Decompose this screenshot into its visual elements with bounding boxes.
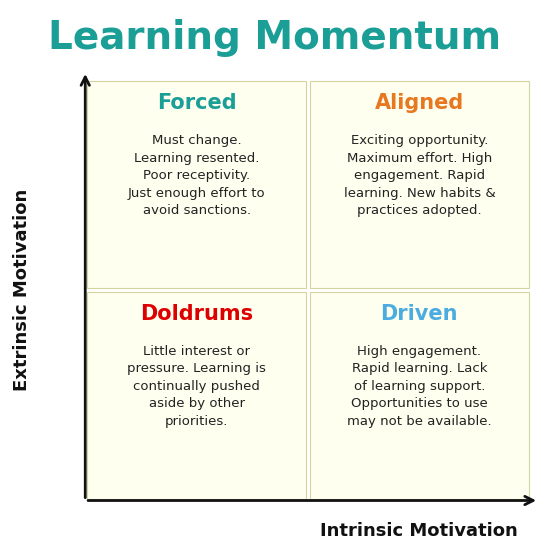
Text: Learning Momentum: Learning Momentum xyxy=(48,19,502,57)
Text: Aligned: Aligned xyxy=(375,93,464,113)
Text: High engagement.
Rapid learning. Lack
of learning support.
Opportunities to use
: High engagement. Rapid learning. Lack of… xyxy=(347,345,492,428)
FancyBboxPatch shape xyxy=(310,81,529,288)
Text: Must change.
Learning resented.
Poor receptivity.
Just enough effort to
avoid sa: Must change. Learning resented. Poor rec… xyxy=(128,134,266,217)
Text: Driven: Driven xyxy=(381,304,458,324)
Text: Intrinsic Motivation: Intrinsic Motivation xyxy=(321,522,518,539)
FancyBboxPatch shape xyxy=(87,292,306,499)
Text: Little interest or
pressure. Learning is
continually pushed
aside by other
prior: Little interest or pressure. Learning is… xyxy=(127,345,266,428)
FancyBboxPatch shape xyxy=(310,292,529,499)
Text: Exciting opportunity.
Maximum effort. High
engagement. Rapid
learning. New habit: Exciting opportunity. Maximum effort. Hi… xyxy=(344,134,495,217)
Text: Extrinsic Motivation: Extrinsic Motivation xyxy=(13,189,31,391)
Text: Forced: Forced xyxy=(157,93,236,113)
Text: Doldrums: Doldrums xyxy=(140,304,253,324)
FancyBboxPatch shape xyxy=(87,81,306,288)
